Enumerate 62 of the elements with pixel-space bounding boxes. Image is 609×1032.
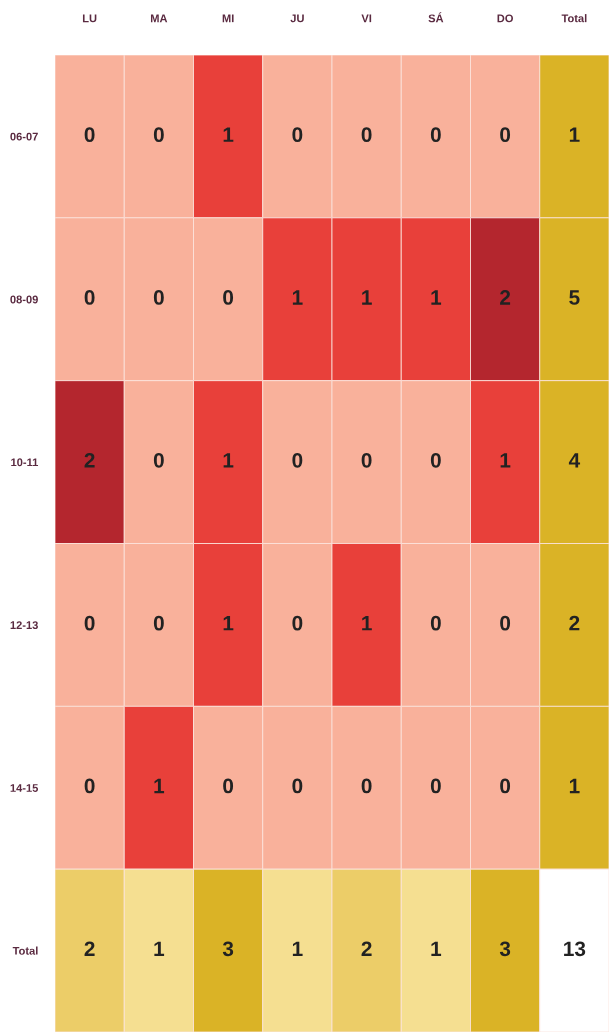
data-label: 1 [223,615,234,631]
data-label: 0 [84,778,95,794]
x-tick-label: SÁ [428,12,444,23]
data-label: 2 [500,290,511,305]
x-tick-label: LU [82,14,97,23]
x-tick-label: MI [222,14,234,23]
data-label: 3 [499,941,511,957]
data-label: 1 [362,290,372,305]
data-label: 1 [569,127,580,142]
x-tick-label: MA [150,14,168,23]
data-label: 0 [361,452,372,468]
data-label: 0 [361,127,372,143]
y-tick-label: 08-09 [10,295,38,304]
data-label: 1 [431,941,442,956]
data-label: 0 [500,615,511,631]
data-label: 0 [223,290,234,305]
x-tick-label: JU [290,14,304,23]
data-label: 0 [153,127,164,143]
data-label: 0 [153,615,164,631]
data-label: 2 [569,615,580,631]
data-label: 1 [569,778,580,794]
data-label: 1 [154,778,165,794]
x-tick-label: DO [497,14,513,23]
data-label: 0 [430,452,441,468]
y-tick-label: 14-15 [10,784,39,792]
data-label: 1 [154,941,165,956]
x-tick-label: Total [561,14,587,23]
data-label: 2 [361,941,372,956]
data-label: 1 [431,290,442,305]
data-label: 0 [84,127,95,143]
data-label: 1 [223,127,234,142]
data-label: 0 [430,615,441,631]
data-label: 0 [84,290,95,305]
y-tick-label: 06-07 [10,132,38,141]
y-tick-label: Total [12,946,38,955]
data-label: 0 [153,452,164,468]
data-label: 1 [500,453,511,468]
data-label: 2 [84,941,95,956]
data-label: 0 [430,127,441,143]
data-label: 1 [362,615,372,631]
data-label: 5 [569,290,580,305]
data-label: 0 [223,778,234,794]
x-tick-label: VI [361,14,372,23]
data-label: 4 [568,453,581,468]
data-label: 0 [430,778,441,794]
data-label: 0 [292,778,303,794]
data-label: 0 [500,127,511,143]
y-tick-label: 12-13 [10,621,38,630]
data-label: 0 [84,615,95,631]
data-label: 0 [500,778,511,794]
data-label: 1 [292,941,303,956]
data-label: 0 [153,290,164,305]
data-label: 1 [223,453,234,468]
data-label: 1 [292,290,303,305]
data-label: 2 [84,452,95,468]
y-tick-label: 10-11 [11,458,39,467]
data-label: 0 [292,127,303,143]
data-label: 13 [564,941,586,957]
data-label: 3 [222,941,234,957]
data-label: 0 [361,778,372,794]
data-label: 0 [292,615,303,631]
data-label: 0 [292,452,303,468]
